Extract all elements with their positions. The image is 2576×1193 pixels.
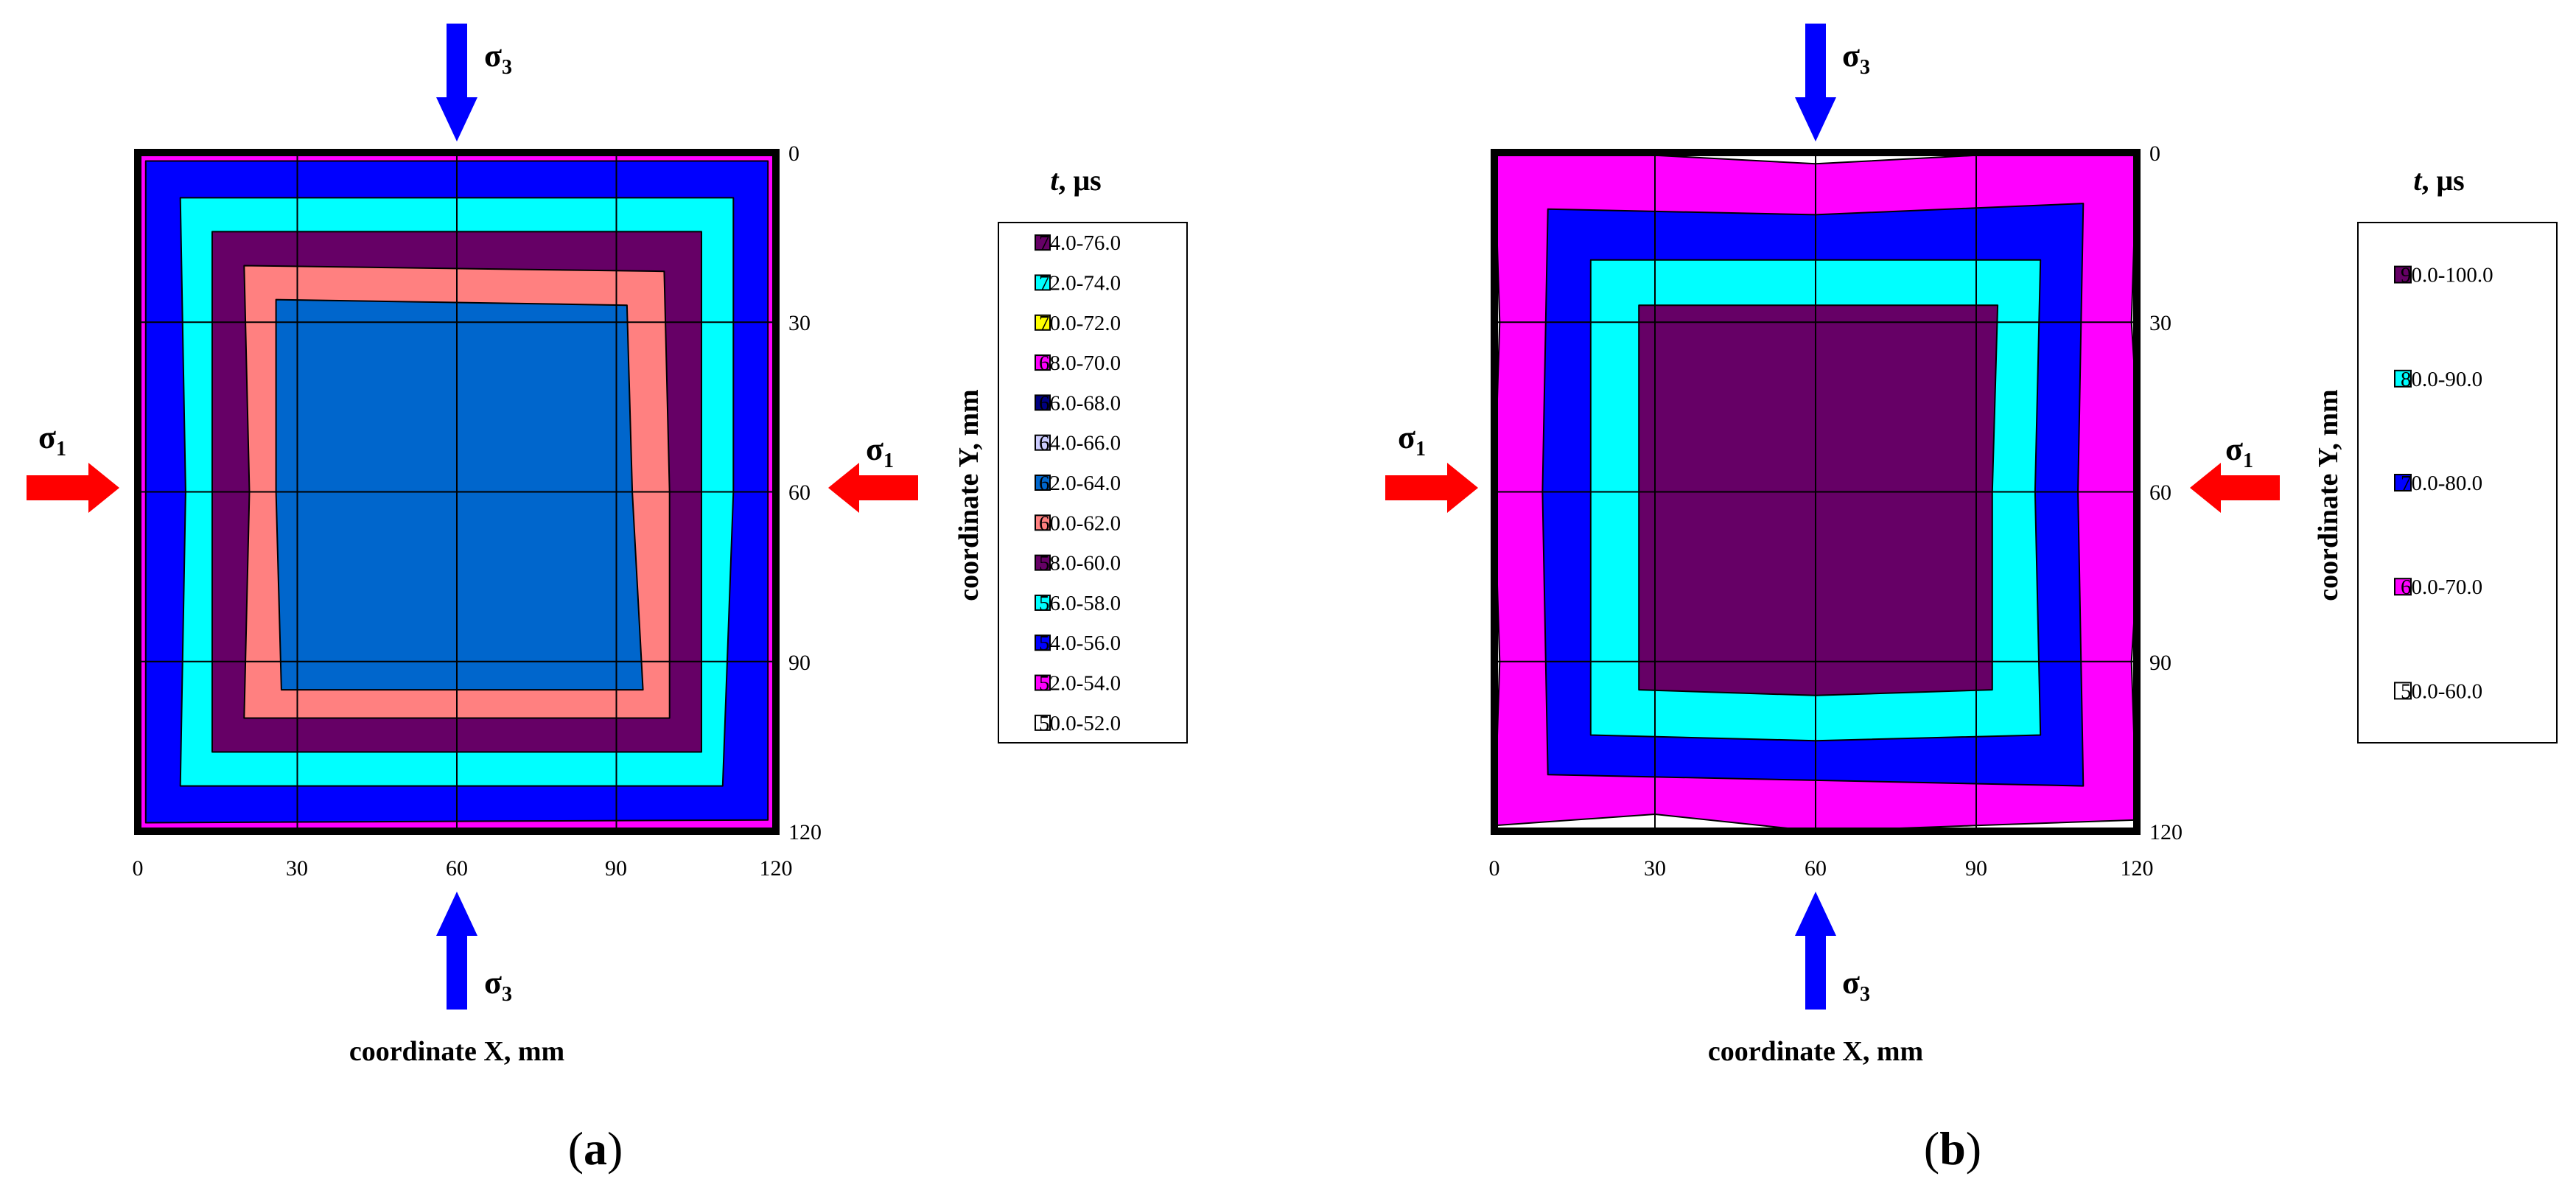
legend-swatch-a-72.0-74.0	[1035, 274, 1051, 291]
legend-items-b: 90.0-100.0 80.0-90.0 70.0-80.0 60.0-70.0 50.…	[2394, 264, 2493, 703]
y-tick-a-30: 30	[788, 311, 811, 335]
legend-swatch-a-68.0-70.0	[1035, 354, 1051, 371]
sigma1-arrow-right-a	[828, 463, 918, 513]
x-tick-a-60: 60	[446, 856, 468, 881]
sigma3-label-bottom-b: σ3	[1842, 965, 1870, 1006]
sigma3-label-bottom-a: σ3	[484, 965, 512, 1006]
y-tick-a-90: 90	[788, 651, 811, 675]
legend-label-a-62.0-64.0: 62.0-64.0	[1039, 472, 1121, 495]
legend-label-a-54.0-56.0: 54.0-56.0	[1039, 632, 1121, 655]
sigma1-label-left-a: σ1	[38, 419, 66, 461]
sigma1-arrow-right-b	[2190, 463, 2280, 513]
y-tick-b-90: 90	[2149, 651, 2171, 675]
y-tick-b-30: 30	[2149, 311, 2171, 335]
x-tick-a-120: 120	[760, 856, 793, 881]
legend-box-b	[2357, 222, 2558, 744]
sigma3-label-top-b: σ3	[1842, 38, 1870, 79]
x-tick-b-0: 0	[1489, 856, 1500, 881]
x-tick-a-30: 30	[286, 856, 308, 881]
legend-swatch-a-58.0-60.0	[1035, 554, 1051, 571]
x-tick-b-120: 120	[2121, 856, 2154, 881]
contour-region-b-90.0-100.0	[1638, 304, 1999, 696]
x-tick-b-90: 90	[1965, 856, 1987, 881]
legend-label-a-56.0-58.0: 56.0-58.0	[1039, 592, 1121, 615]
legend-label-a-72.0-74.0: 72.0-74.0	[1039, 271, 1121, 295]
grid-lines-a	[138, 153, 776, 831]
legend-swatch-a-52.0-54.0	[1035, 674, 1051, 691]
legend-box-a	[998, 222, 1188, 744]
legend-swatch-a-74.0-76.0	[1035, 234, 1051, 251]
legend-label-b-60.0-70.0: 60.0-70.0	[2401, 575, 2482, 599]
panel-b: 0 30 60 90 120 0 30 60 90 120 coordinate…	[1385, 24, 2558, 1175]
legend-swatch-a-66.0-68.0	[1035, 394, 1051, 411]
legend-swatch-a-50.0-52.0	[1035, 714, 1051, 731]
plot-border-b	[1491, 149, 2141, 835]
x-axis-label-a: coordinate X, mm	[349, 1036, 564, 1067]
legend-title-a: t, μs	[1050, 164, 1101, 197]
legend-swatch-a-56.0-58.0	[1035, 594, 1051, 611]
legend-label-b-50.0-60.0: 50.0-60.0	[2401, 679, 2482, 703]
legend-label-a-70.0-72.0: 70.0-72.0	[1039, 312, 1121, 335]
legend-label-b-90.0-100.0: 90.0-100.0	[2401, 264, 2493, 287]
legend-swatch-b-70.0-80.0	[2394, 474, 2412, 491]
caption-b: (b)	[1924, 1122, 1981, 1175]
legend-swatch-b-60.0-70.0	[2394, 578, 2412, 596]
x-tick-b-30: 30	[1644, 856, 1666, 881]
legend-label-a-68.0-70.0: 68.0-70.0	[1039, 351, 1121, 375]
legend-label-b-80.0-90.0: 80.0-90.0	[2401, 368, 2482, 391]
legend-label-a-60.0-62.0: 60.0-62.0	[1039, 511, 1121, 535]
sigma3-label-top-a: σ3	[484, 38, 512, 79]
legend-label-a-50.0-52.0: 50.0-52.0	[1039, 712, 1121, 735]
legend-label-a-66.0-68.0: 66.0-68.0	[1039, 391, 1121, 415]
sigma1-arrow-left-b	[1385, 463, 1478, 513]
grid-lines-b	[1494, 153, 2137, 831]
y-tick-b-60: 60	[2149, 480, 2171, 505]
legend-label-a-52.0-54.0: 52.0-54.0	[1039, 672, 1121, 696]
x-tick-a-90: 90	[605, 856, 627, 881]
legend-swatch-b-80.0-90.0	[2394, 369, 2412, 388]
plot-border-a	[134, 149, 780, 835]
sigma3-arrow-top-a	[436, 24, 477, 141]
legend-label-a-74.0-76.0: 74.0-76.0	[1039, 231, 1121, 255]
legend-title-b: t, μs	[2413, 164, 2464, 197]
legend-swatch-a-70.0-72.0	[1035, 314, 1051, 331]
y-axis-label-b: coordinate Y, mm	[2313, 389, 2344, 601]
y-axis-label-a: coordinate Y, mm	[953, 389, 984, 601]
panel-a: 0 30 60 90 120 0 30 60 90 120 coordinate…	[27, 24, 1188, 1175]
legend-swatch-a-62.0-64.0	[1035, 475, 1051, 491]
sigma3-arrow-bottom-a	[436, 892, 477, 1010]
legend-swatch-a-60.0-62.0	[1035, 514, 1051, 531]
y-tick-b-120: 120	[2149, 820, 2183, 844]
contour-region-a-62.0-64.0	[275, 298, 644, 691]
sigma1-label-left-b: σ1	[1398, 419, 1426, 461]
legend-items-a: 74.0-76.0 72.0-74.0 70.0-72.0 68.0-70.0 66.0…	[1035, 231, 1121, 735]
sigma1-label-right-a: σ1	[866, 431, 894, 472]
x-tick-b-60: 60	[1805, 856, 1827, 881]
y-tick-b-0: 0	[2149, 141, 2160, 166]
sigma3-arrow-bottom-b	[1795, 892, 1836, 1010]
y-tick-a-60: 60	[788, 480, 811, 505]
y-tick-a-120: 120	[788, 820, 822, 844]
legend-swatch-b-50.0-60.0	[2394, 682, 2412, 700]
sigma1-label-right-b: σ1	[2225, 431, 2253, 472]
legend-swatch-a-64.0-66.0	[1035, 434, 1051, 451]
y-tick-a-0: 0	[788, 141, 799, 166]
legend-swatch-b-90.0-100.0	[2394, 265, 2412, 284]
x-axis-label-b: coordinate X, mm	[1708, 1036, 1923, 1067]
legend-label-b-70.0-80.0: 70.0-80.0	[2401, 472, 2482, 495]
legend-swatch-a-54.0-56.0	[1035, 634, 1051, 651]
sigma1-arrow-left-a	[27, 463, 119, 513]
legend-label-a-58.0-60.0: 58.0-60.0	[1039, 552, 1121, 575]
x-tick-a-0: 0	[133, 856, 144, 881]
legend-label-a-64.0-66.0: 64.0-66.0	[1039, 432, 1121, 455]
caption-a: (a)	[568, 1122, 623, 1175]
sigma3-arrow-top-b	[1795, 24, 1836, 141]
